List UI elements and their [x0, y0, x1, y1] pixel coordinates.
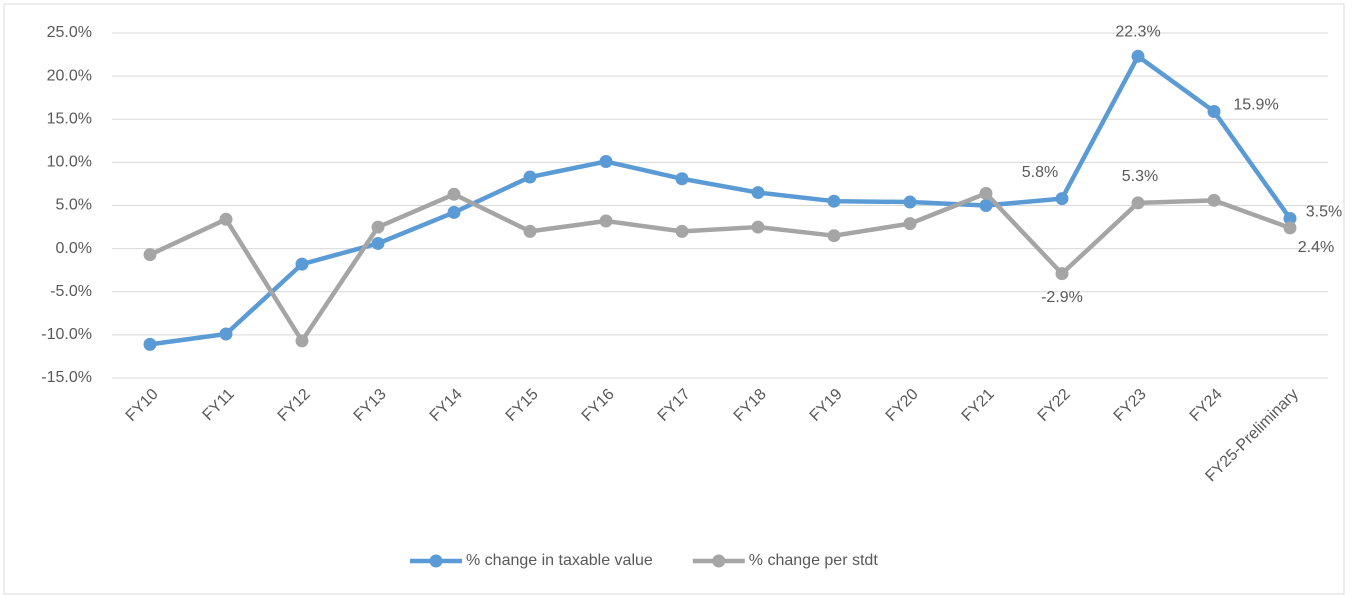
data-point: [1283, 211, 1297, 225]
legend-marker: [712, 554, 726, 568]
data-point: [371, 236, 385, 250]
data-point: [219, 327, 233, 341]
legend-marker: [429, 554, 443, 568]
data-point: [143, 337, 157, 351]
data-label: -2.9%: [1041, 289, 1083, 306]
y-tick-label: -5.0%: [50, 283, 92, 300]
legend-label: % change per stdt: [749, 552, 879, 569]
y-tick-label: 0.0%: [56, 240, 92, 257]
data-point: [751, 186, 765, 200]
y-tick-label: 20.0%: [47, 67, 92, 84]
data-point: [599, 155, 613, 169]
data-point: [675, 224, 689, 238]
data-point: [1055, 192, 1069, 206]
y-tick-label: 10.0%: [47, 154, 92, 171]
chart-frame: [3, 3, 1345, 595]
data-point: [675, 172, 689, 186]
y-tick-label: -10.0%: [41, 326, 92, 343]
data-point: [523, 170, 537, 184]
y-tick-label: 15.0%: [47, 110, 92, 127]
data-point: [1207, 193, 1221, 207]
data-point: [295, 257, 309, 271]
data-point: [371, 220, 385, 234]
data-point: [599, 214, 613, 228]
y-tick-label: 5.0%: [56, 197, 92, 214]
data-point: [447, 205, 461, 219]
data-point: [447, 187, 461, 201]
data-point: [523, 224, 537, 238]
data-point: [827, 194, 841, 208]
data-label: 3.5%: [1306, 204, 1342, 221]
data-point: [1131, 196, 1145, 210]
data-label: 5.3%: [1122, 168, 1158, 185]
data-point: [1283, 221, 1297, 235]
data-point: [1131, 49, 1145, 63]
y-tick-label: -15.0%: [41, 369, 92, 386]
data-label: 2.4%: [1298, 239, 1334, 256]
data-point: [827, 229, 841, 243]
data-point: [143, 248, 157, 262]
data-point: [979, 186, 993, 200]
data-point: [751, 220, 765, 234]
data-point: [219, 212, 233, 226]
series-line: [149, 54, 1292, 347]
data-label: 5.8%: [1022, 164, 1058, 181]
data-point: [295, 334, 309, 348]
legend-label: % change in taxable value: [466, 552, 653, 569]
data-point: [903, 195, 917, 209]
series-line: [149, 191, 1291, 344]
data-label: 22.3%: [1115, 24, 1160, 41]
data-point: [979, 199, 993, 212]
data-point: [1207, 104, 1221, 118]
data-point: [1055, 267, 1069, 281]
data-point: [903, 217, 917, 231]
y-tick-label: 25.0%: [47, 24, 92, 41]
data-label: 15.9%: [1233, 97, 1278, 114]
